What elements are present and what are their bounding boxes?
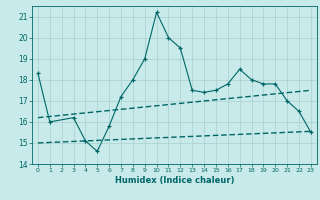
X-axis label: Humidex (Indice chaleur): Humidex (Indice chaleur) <box>115 176 234 185</box>
